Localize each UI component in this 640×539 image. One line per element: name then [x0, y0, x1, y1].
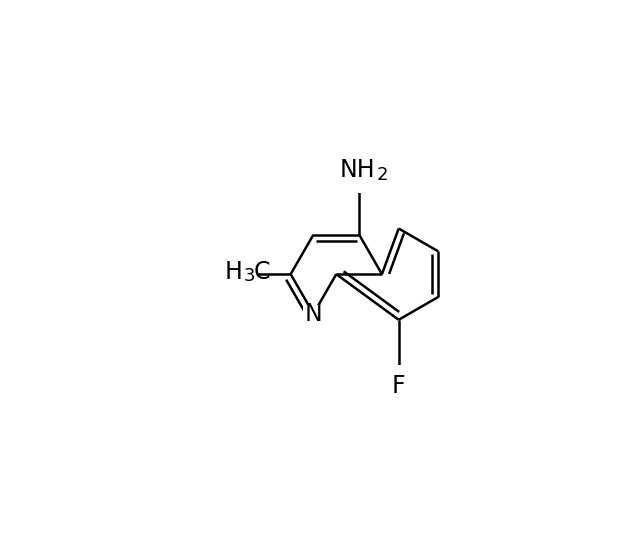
Text: H: H — [225, 260, 243, 284]
Text: F: F — [392, 374, 406, 398]
Text: 2: 2 — [377, 166, 388, 184]
Bar — [207, 264, 257, 285]
Bar — [349, 172, 390, 193]
Text: C: C — [253, 260, 270, 284]
Bar — [303, 306, 324, 322]
Bar — [390, 365, 407, 381]
Text: 3: 3 — [244, 267, 255, 285]
Text: N: N — [305, 302, 323, 326]
Text: NH: NH — [339, 157, 375, 182]
